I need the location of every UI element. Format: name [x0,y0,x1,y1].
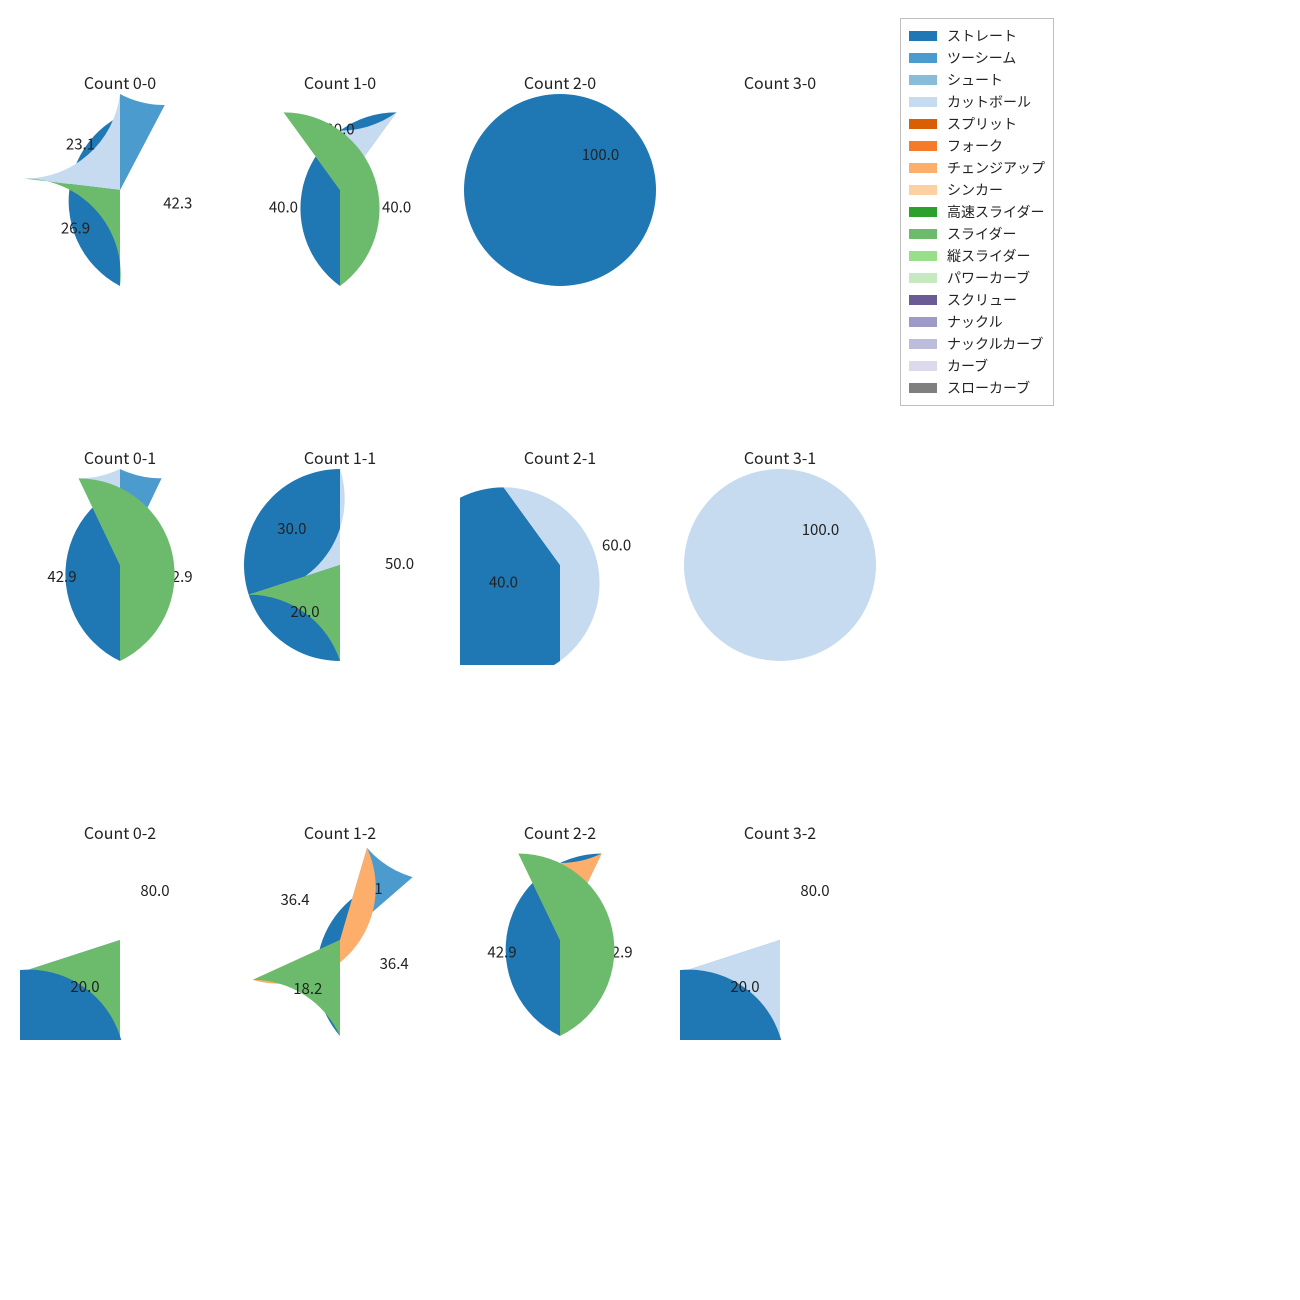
legend-label: カーブ [947,356,988,376]
figure: Count 0-042.323.126.9Count 1-040.020.040… [0,0,1300,1300]
pie-chart: 36.49.136.418.2 [240,840,440,1040]
legend-swatch [909,383,937,393]
pie-chart: 42.942.9 [20,465,220,665]
legend-item: 高速スライダー [909,201,1045,223]
legend-item: シュート [909,69,1045,91]
legend-item: パワーカーブ [909,267,1045,289]
legend-label: スローカーブ [947,378,1030,398]
legend-swatch [909,229,937,239]
legend-label: 縦スライダー [947,246,1030,266]
legend-label: パワーカーブ [947,268,1030,288]
legend-item: スプリット [909,113,1045,135]
legend-label: シンカー [947,180,1003,200]
legend-item: スクリュー [909,289,1045,311]
slice-label: 36.4 [280,889,309,910]
pie-chart: 42.914.342.9 [460,840,660,1040]
pie-chart: 40.020.040.0 [240,90,440,290]
legend-label: シュート [947,70,1003,90]
legend: ストレートツーシームシュートカットボールスプリットフォークチェンジアップシンカー… [900,18,1054,406]
legend-swatch [909,185,937,195]
slice-label: 100.0 [582,144,619,165]
pie-slice-cutball [684,469,876,661]
legend-label: スライダー [947,224,1016,244]
legend-swatch [909,317,937,327]
chart-title: Count 3-0 [680,70,880,94]
slice-label: 36.4 [380,953,409,974]
legend-label: フォーク [947,136,1003,156]
slice-label: 26.9 [61,218,90,239]
slice-label: 40.0 [489,571,518,592]
legend-label: ナックルカーブ [947,334,1043,354]
legend-swatch [909,31,937,41]
pie-slice-twoseam [120,94,165,190]
legend-label: ナックル [947,312,1003,332]
pie-chart: 100.0 [680,465,880,665]
slice-label: 30.0 [277,518,306,539]
slice-label: 42.9 [487,941,516,962]
slice-label: 60.0 [602,535,631,556]
legend-swatch [909,97,937,107]
slice-label: 50.0 [385,553,414,574]
legend-swatch [909,273,937,283]
legend-swatch [909,163,937,173]
legend-label: スプリット [947,114,1017,134]
slice-label: 18.2 [293,978,322,999]
slice-label: 42.3 [163,192,192,213]
legend-swatch [909,339,937,349]
legend-swatch [909,251,937,261]
legend-swatch [909,295,937,305]
pie-chart: 60.0 40.0 [460,465,660,665]
slice-label: 42.9 [47,566,76,587]
legend-swatch [909,361,937,371]
legend-item: 縦スライダー [909,245,1045,267]
slice-label: 80.0 [140,880,169,901]
slice-label: 20.0 [290,601,319,622]
legend-item: ナックルカーブ [909,333,1045,355]
pie-chart: 80.0 20.0 [680,840,880,1040]
slice-label: 20.0 [730,976,759,997]
slice-label: 40.0 [269,196,298,217]
legend-item: フォーク [909,135,1045,157]
pie-chart: 80.0 20.0 [20,840,220,1040]
pie-chart: 50.0 30.0 20.0 [240,465,440,665]
legend-item: カーブ [909,355,1045,377]
slice-label: 80.0 [800,880,829,901]
legend-label: ストレート [947,26,1017,46]
legend-item: スローカーブ [909,377,1045,399]
legend-label: スクリュー [947,290,1017,310]
legend-item: ナックル [909,311,1045,333]
legend-swatch [909,53,937,63]
pie-slice-straight [464,94,656,286]
legend-label: カットボール [947,92,1031,112]
slice-label: 23.1 [66,134,95,155]
legend-item: チェンジアップ [909,157,1045,179]
legend-item: シンカー [909,179,1045,201]
legend-label: チェンジアップ [947,158,1045,178]
legend-swatch [909,119,937,129]
legend-swatch [909,75,937,85]
pie-chart: 100.0 [460,90,660,290]
legend-swatch [909,141,937,151]
slice-label: 20.0 [70,976,99,997]
slice-label: 40.0 [382,196,411,217]
legend-label: 高速スライダー [947,202,1044,222]
legend-item: カットボール [909,91,1045,113]
legend-label: ツーシーム [947,48,1016,68]
slice-label: 100.0 [802,519,839,540]
legend-swatch [909,207,937,217]
legend-item: ツーシーム [909,47,1045,69]
pie-chart: 42.3 23.1 26.9 [20,90,220,290]
legend-item: ストレート [909,25,1045,47]
legend-item: スライダー [909,223,1045,245]
